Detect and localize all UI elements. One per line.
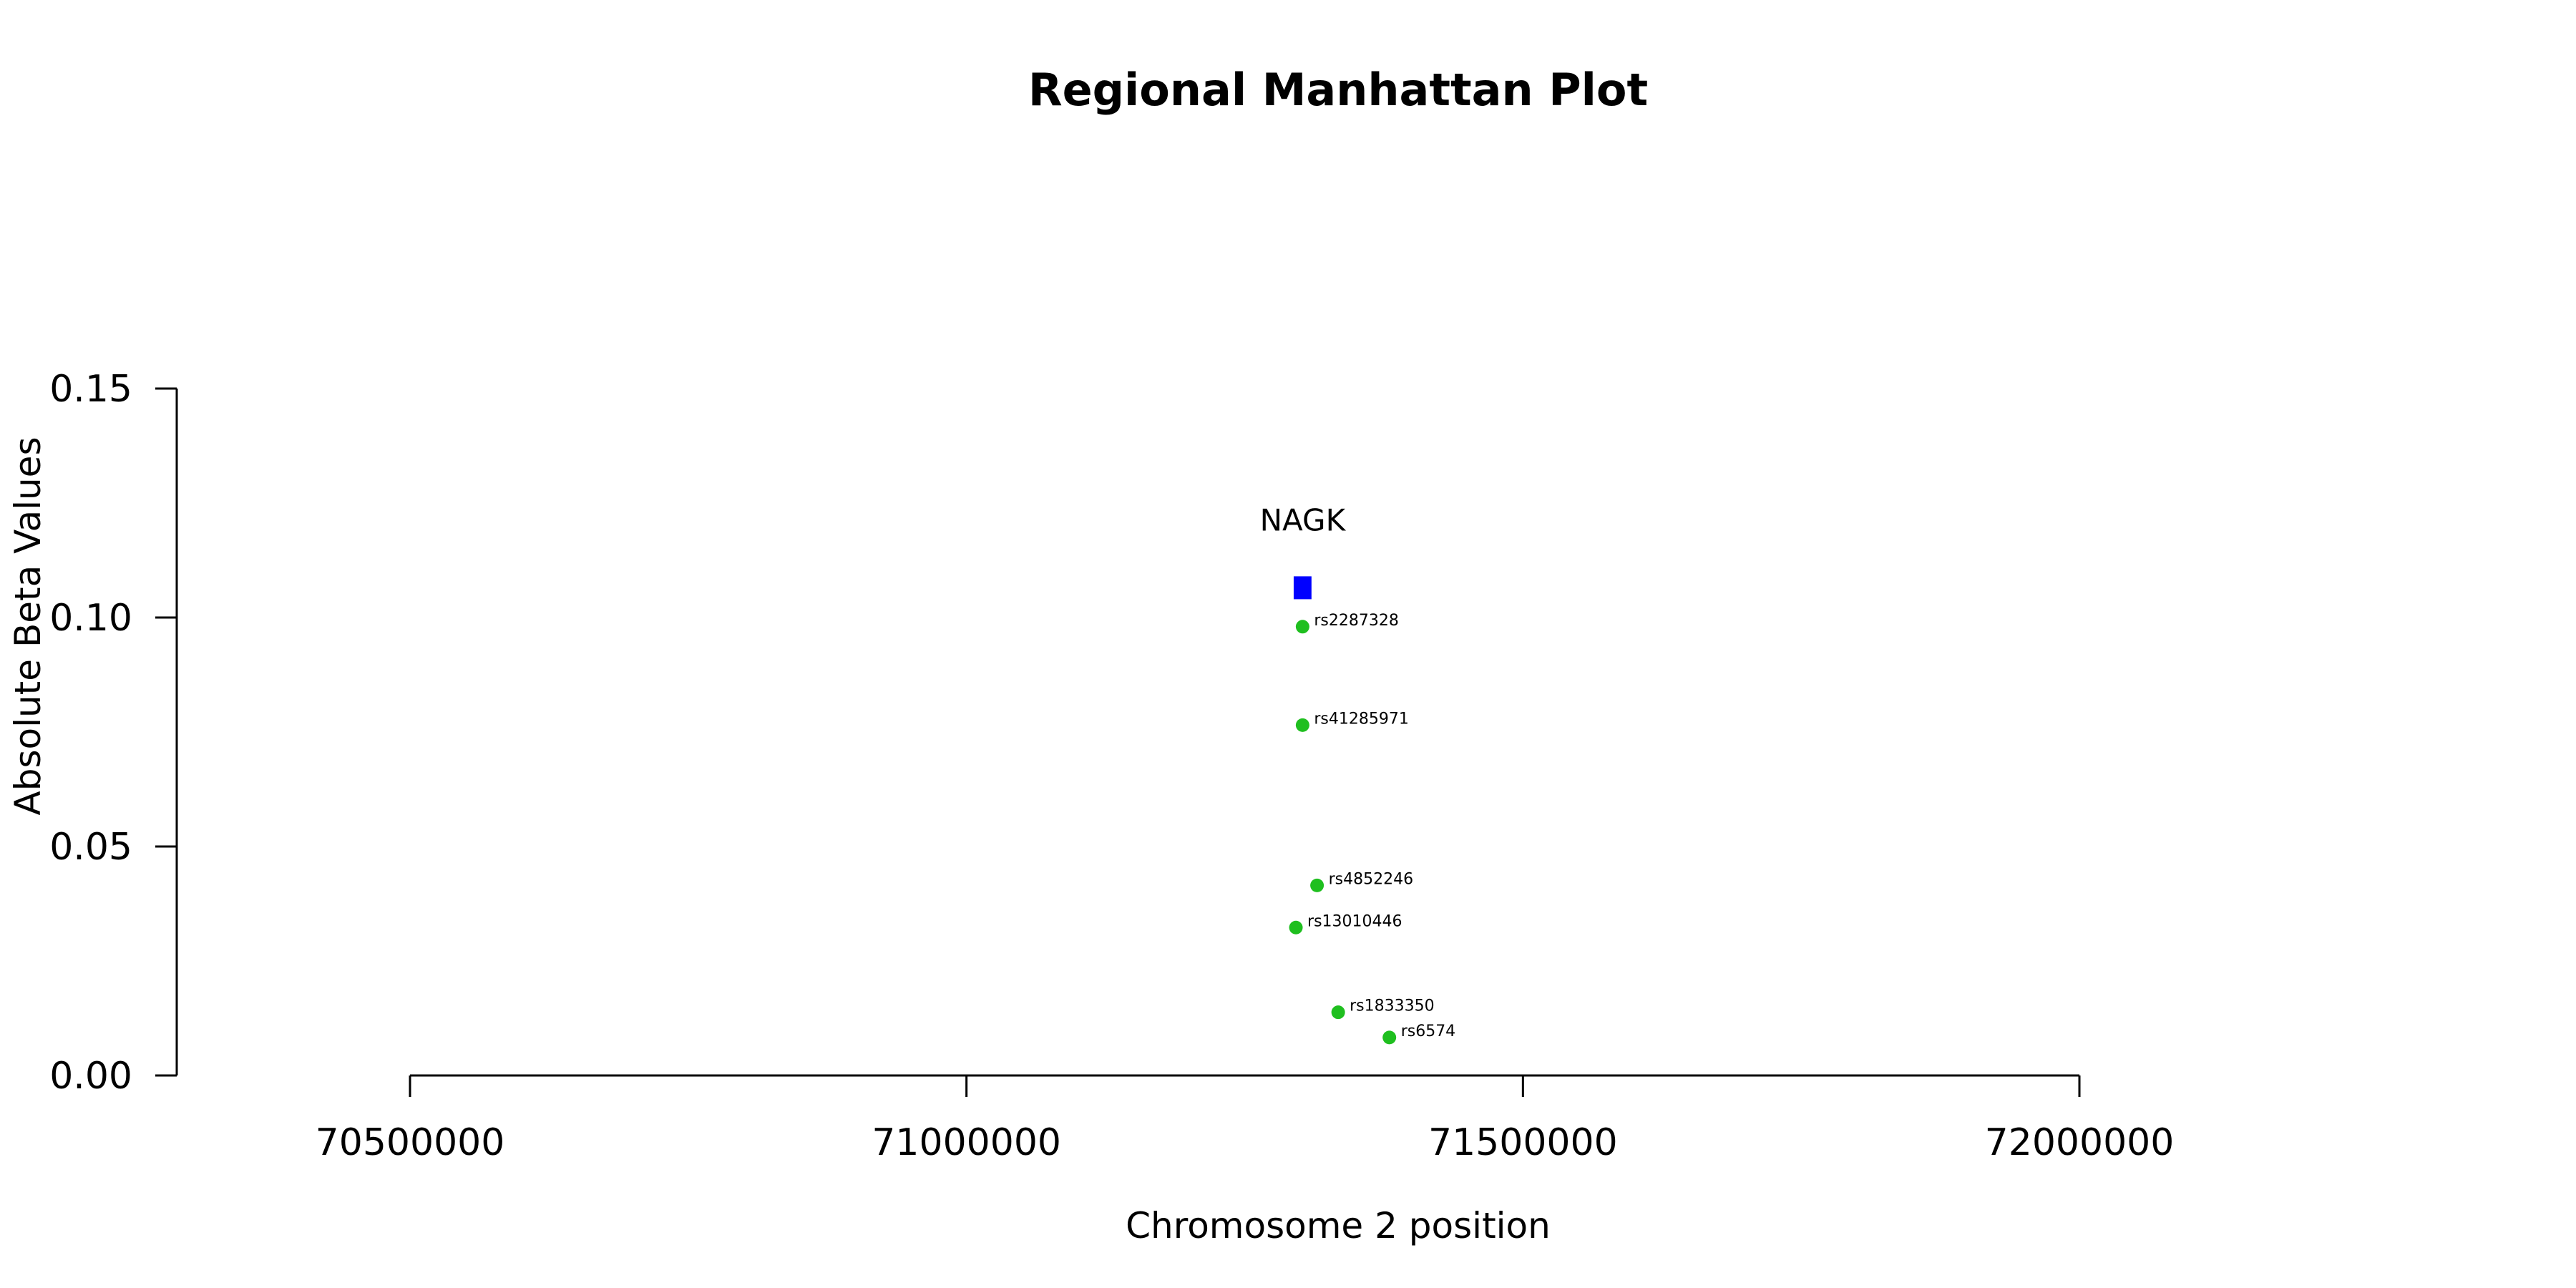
snp-label: rs4852246 <box>1329 870 1414 888</box>
y-tick-label: 0.05 <box>49 826 132 869</box>
y-tick-label: 0.10 <box>49 597 132 640</box>
snp-point <box>1331 1005 1345 1020</box>
x-tick-label: 72000000 <box>1985 1121 2175 1164</box>
snp-point <box>1295 620 1309 634</box>
snp-point <box>1295 718 1309 732</box>
gene-label: NAGK <box>1260 502 1347 537</box>
snp-point <box>1289 920 1303 935</box>
snp-label: rs1833350 <box>1350 997 1435 1015</box>
snp-label: rs41285971 <box>1314 710 1408 728</box>
x-axis-label: Chromosome 2 position <box>1126 1205 1551 1246</box>
y-tick-label: 0.15 <box>49 368 132 411</box>
gene-box <box>1293 576 1312 600</box>
snp-points: rs2287328 rs41285971 rs4852246 rs13010446 rs… <box>1289 612 1456 1045</box>
snp-label: rs2287328 <box>1314 612 1399 630</box>
chart-title: Regional Manhattan Plot <box>1028 64 1648 116</box>
axes: 0.00 0.05 0.10 0.15 70500000 71000000 71500000… <box>49 368 2174 1164</box>
gene-track: NAGK <box>1260 502 1347 600</box>
snp-point <box>1382 1030 1397 1045</box>
snp-label: rs13010446 <box>1307 912 1402 930</box>
x-tick-label: 71500000 <box>1428 1121 1618 1164</box>
x-tick-label: 70500000 <box>316 1121 505 1164</box>
snp-point <box>1310 878 1324 892</box>
y-tick-label: 0.00 <box>49 1055 132 1098</box>
x-tick-label: 71000000 <box>872 1121 1061 1164</box>
y-axis-label: Absolute Beta Values <box>7 437 49 816</box>
snp-label: rs6574 <box>1401 1023 1456 1040</box>
